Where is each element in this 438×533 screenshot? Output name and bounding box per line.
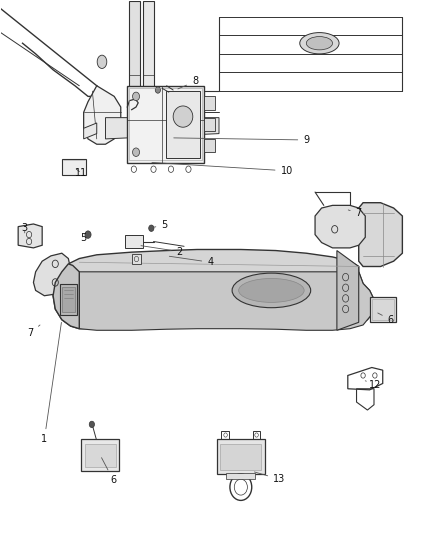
Polygon shape <box>359 203 403 266</box>
Text: 8: 8 <box>178 77 198 89</box>
Bar <box>253 431 261 439</box>
Circle shape <box>85 231 91 238</box>
Bar <box>220 443 261 470</box>
Bar <box>370 297 396 322</box>
Bar <box>127 86 204 163</box>
Ellipse shape <box>306 37 332 50</box>
Bar <box>130 88 201 160</box>
Text: 10: 10 <box>152 163 293 176</box>
Polygon shape <box>18 224 42 248</box>
Text: 4: 4 <box>170 256 213 267</box>
Polygon shape <box>337 251 359 330</box>
Ellipse shape <box>173 106 193 127</box>
Polygon shape <box>53 249 374 329</box>
Bar <box>125 235 143 248</box>
Polygon shape <box>226 473 255 479</box>
Text: 1: 1 <box>41 322 61 445</box>
Bar <box>204 139 215 152</box>
Polygon shape <box>62 287 75 312</box>
Text: 13: 13 <box>254 472 286 484</box>
Text: 11: 11 <box>75 168 88 179</box>
Polygon shape <box>84 123 97 139</box>
Bar <box>204 118 215 131</box>
Polygon shape <box>84 86 121 144</box>
Polygon shape <box>62 272 374 330</box>
Ellipse shape <box>97 55 107 68</box>
Ellipse shape <box>300 33 339 54</box>
Text: 6: 6 <box>378 313 394 325</box>
Polygon shape <box>106 118 219 139</box>
Bar <box>221 431 229 439</box>
Polygon shape <box>53 264 79 329</box>
Bar <box>143 1 153 150</box>
Bar <box>85 443 116 467</box>
Polygon shape <box>33 253 71 296</box>
Polygon shape <box>60 284 77 316</box>
Bar <box>130 1 141 150</box>
Bar <box>166 91 200 158</box>
Circle shape <box>149 225 154 231</box>
Text: 7: 7 <box>348 208 362 219</box>
Text: 12: 12 <box>365 379 381 390</box>
Bar <box>132 254 141 264</box>
Ellipse shape <box>239 278 304 302</box>
Circle shape <box>133 148 140 157</box>
Text: 2: 2 <box>141 246 183 256</box>
Circle shape <box>89 421 95 427</box>
Ellipse shape <box>232 273 311 308</box>
Text: 5: 5 <box>154 220 168 230</box>
Bar <box>62 159 86 175</box>
Circle shape <box>155 87 160 93</box>
Bar <box>81 439 119 471</box>
Text: 3: 3 <box>21 223 28 233</box>
Text: 9: 9 <box>174 135 309 145</box>
Text: 7: 7 <box>27 325 40 338</box>
Text: 5: 5 <box>81 233 87 244</box>
Polygon shape <box>315 205 365 248</box>
Bar <box>217 439 265 474</box>
Text: 6: 6 <box>102 458 117 485</box>
Circle shape <box>133 92 140 101</box>
Bar <box>204 96 215 110</box>
Bar <box>372 300 394 320</box>
